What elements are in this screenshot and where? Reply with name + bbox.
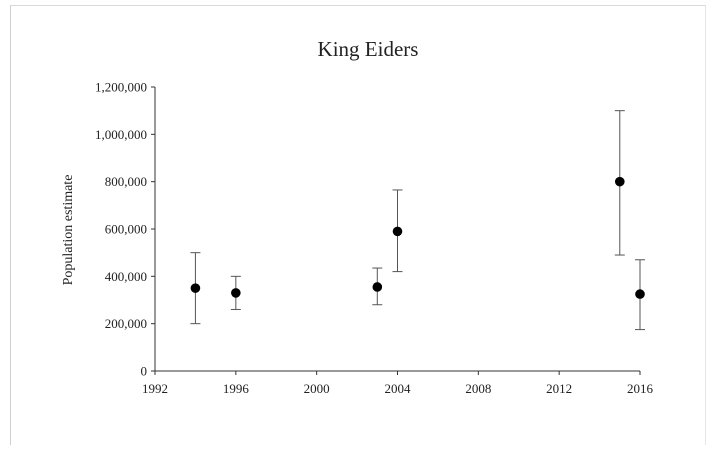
data-point-group — [635, 259, 645, 331]
x-tick-label: 2004 — [385, 381, 412, 396]
data-point — [614, 176, 625, 187]
data-point-group — [392, 189, 403, 273]
data-point — [372, 282, 383, 292]
y-tick-label: 600,000 — [105, 222, 147, 237]
data-point — [190, 283, 201, 293]
x-axis-ticks: 1992 1996 2000 2004 2008 2012 2016 — [142, 371, 654, 396]
y-axis-ticks: 0 200,000 400,000 600,000 800,000 1,000,000 1,… — [95, 80, 155, 379]
y-tick-label: 0 — [141, 364, 148, 379]
chart-title: King Eiders — [318, 37, 419, 61]
data-point — [231, 288, 241, 298]
data-point-group — [190, 252, 201, 325]
y-tick-label: 1,200,000 — [95, 80, 147, 95]
data-point-group — [230, 275, 241, 310]
y-tick-label: 400,000 — [105, 269, 147, 284]
y-axis-label: Population estimate — [61, 175, 76, 286]
x-tick-label: 2008 — [465, 381, 491, 396]
data-point — [392, 226, 403, 237]
x-tick-label: 2012 — [546, 381, 572, 396]
data-points — [190, 110, 645, 331]
x-tick-label: 2016 — [627, 381, 654, 396]
y-tick-label: 200,000 — [105, 316, 147, 331]
y-tick-label: 800,000 — [105, 174, 147, 189]
data-point-group — [372, 267, 383, 306]
x-tick-label: 1992 — [142, 381, 168, 396]
x-tick-label: 2000 — [304, 381, 330, 396]
chart-frame — [10, 5, 706, 445]
data-point-group — [614, 110, 625, 256]
x-tick-label: 1996 — [223, 381, 250, 396]
y-tick-label: 1,000,000 — [95, 127, 147, 142]
data-point — [635, 289, 645, 299]
